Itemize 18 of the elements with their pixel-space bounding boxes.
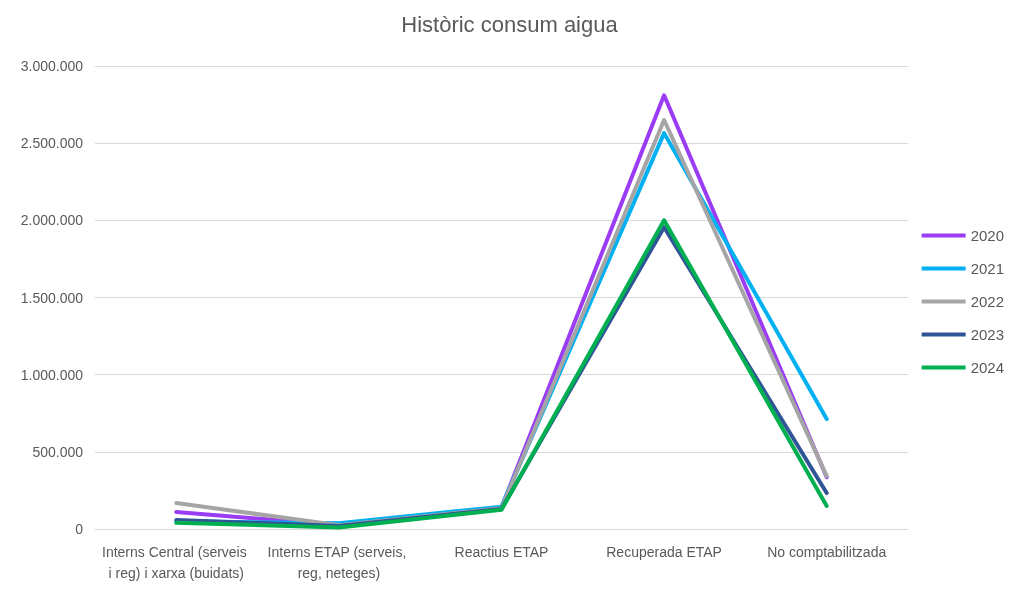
legend-label: 2022 [970,293,1005,310]
chart-title: Històric consum aigua [401,11,619,37]
x-tick-label: Interns Central (serveis i reg) i xarxa (buidats) [102,543,251,581]
legend-label: 2021 [970,260,1005,277]
y-tick-label: 2.000.000 [20,212,84,229]
legend-label: 2020 [970,227,1005,244]
legend-label: 2023 [970,326,1005,343]
y-tick-label: 0 [75,521,84,537]
legend-label: 2024 [970,359,1005,376]
x-tick-label: No comptabilitzada [767,543,887,560]
x-tick-label: Recuperada ETAP [606,543,722,560]
x-tick-label: Interns ETAP (serveis, reg, neteges) [267,543,411,581]
x-tick-label: Reactius ETAP [454,543,549,560]
y-tick-label: 3.000.000 [20,58,84,74]
y-tick-label: 500.000 [32,443,84,460]
y-tick-label: 2.500.000 [20,135,84,152]
y-tick-label: 1.000.000 [20,366,84,383]
y-tick-label: 1.500.000 [20,289,84,306]
